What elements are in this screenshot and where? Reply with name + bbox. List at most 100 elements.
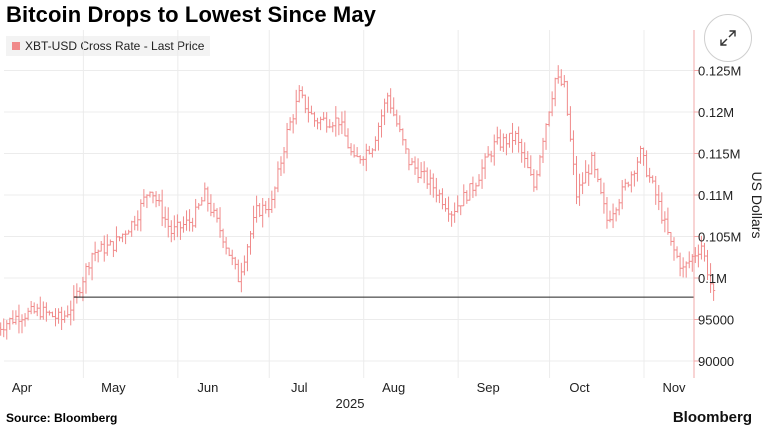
ohlc-bar [657, 184, 661, 211]
ohlc-bar [181, 216, 186, 233]
ohlc-bar [498, 129, 502, 151]
ohlc-bar [130, 220, 134, 237]
ohlc-bar [221, 228, 225, 249]
ohlc-bar [678, 252, 682, 277]
chart-title: Bitcoin Drops to Lowest Since May [6, 2, 377, 27]
ohlc-bar [47, 310, 52, 316]
ohlc-bar [203, 182, 207, 202]
ohlc-bar [428, 169, 432, 195]
ohlc-bar [352, 144, 356, 158]
ohlc-bar [413, 156, 417, 175]
ohlc-bar [379, 109, 384, 138]
ohlc-bar [331, 121, 335, 133]
ohlc-bar [209, 194, 213, 217]
ohlc-bar [178, 221, 183, 240]
ohlc-bar [504, 133, 509, 156]
legend-swatch [12, 42, 20, 50]
ohlc-bar [197, 203, 201, 210]
ohlc-bar [5, 320, 9, 340]
ohlc-bar [526, 151, 530, 169]
ohlc-bar [29, 300, 33, 315]
ohlc-bar [382, 98, 387, 126]
ohlc-bar [702, 242, 707, 262]
ohlc-bar [620, 180, 624, 210]
ohlc-bar [63, 310, 67, 323]
ohlc-bar [242, 255, 247, 276]
ohlc-bar [279, 156, 283, 177]
ohlc-bar [449, 211, 454, 227]
ohlc-bar [648, 167, 652, 183]
ohlc-bar [684, 261, 688, 278]
ohlc-bar [276, 161, 280, 193]
ohlc-bar [172, 215, 176, 241]
ohlc-bar [507, 132, 512, 148]
ohlc-bar [184, 210, 189, 231]
ohlc-bar [425, 167, 429, 189]
ohlc-bar [681, 257, 685, 278]
ohlc-bar [568, 106, 573, 142]
ohlc-bar [154, 191, 158, 208]
ohlc-bar [535, 170, 539, 191]
ohlc-bar [696, 244, 700, 268]
ohlc-bar [340, 111, 344, 135]
ohlc-bar [550, 91, 554, 117]
ohlc-bar [236, 259, 240, 283]
ohlc-bar [312, 111, 317, 127]
ohlc-bar [306, 96, 310, 123]
ohlc-bar [364, 143, 368, 172]
ohlc-bar [264, 200, 268, 214]
ohlc-bar [148, 191, 152, 198]
ohlc-bar [187, 209, 192, 232]
ohlc-bar [410, 157, 414, 166]
ohlc-bar [407, 148, 411, 171]
ohlc-bar [699, 235, 704, 260]
ohlc-bar [590, 152, 594, 175]
ohlc-bar [191, 217, 195, 232]
ohlc-bar [520, 138, 524, 163]
ohlc-bar [462, 184, 466, 207]
ohlc-bar [90, 252, 94, 281]
ohlc-bar [605, 197, 609, 229]
ohlc-bar [334, 106, 338, 137]
ohlc-bar [398, 115, 402, 133]
source-note: Source: Bloomberg [6, 411, 118, 425]
ohlc-bar [651, 175, 655, 184]
ohlc-bar [96, 249, 100, 263]
ohlc-bar [251, 205, 256, 239]
ohlc-bar [291, 114, 295, 134]
ohlc-bar [294, 89, 298, 125]
ohlc-bar [577, 173, 582, 206]
ohlc-bar [14, 310, 18, 325]
ohlc-bar [602, 182, 606, 214]
ohlc-bar [538, 154, 542, 177]
ohlc-bar [529, 155, 533, 177]
ohlc-bar [468, 183, 472, 201]
y-tick-label: 95000 [698, 313, 734, 328]
ohlc-bar [224, 237, 228, 255]
legend-entry: XBT-USD Cross Rate - Last Price [6, 36, 211, 56]
ohlc-bar [386, 92, 390, 113]
ohlc-bar [93, 241, 97, 262]
ohlc-bar [41, 301, 45, 320]
x-tick-label: Aug [382, 380, 405, 395]
ohlc-bar [599, 177, 603, 195]
y-axis-label: US Dollars [749, 171, 765, 239]
ohlc-bar [200, 196, 204, 206]
ohlc-bar [544, 123, 548, 150]
ohlc-bar [358, 155, 362, 164]
ohlc-bar [584, 160, 588, 184]
ohlc-bar [629, 171, 633, 193]
ohlc-bar [419, 162, 423, 179]
ohlc-bar [20, 314, 24, 334]
ohlc-bar [556, 65, 560, 84]
ohlc-bar [690, 254, 694, 272]
ohlc-bar [133, 215, 137, 231]
ohlc-bar [343, 110, 347, 137]
ohlc-bar [72, 285, 76, 321]
y-tick-label: 0.105M [698, 230, 741, 245]
ohlc-bar [376, 122, 381, 151]
ohlc-bar [11, 310, 15, 325]
expand-button[interactable] [704, 14, 752, 62]
ohlc-bar [672, 237, 676, 261]
ohlc-bar [486, 146, 490, 158]
